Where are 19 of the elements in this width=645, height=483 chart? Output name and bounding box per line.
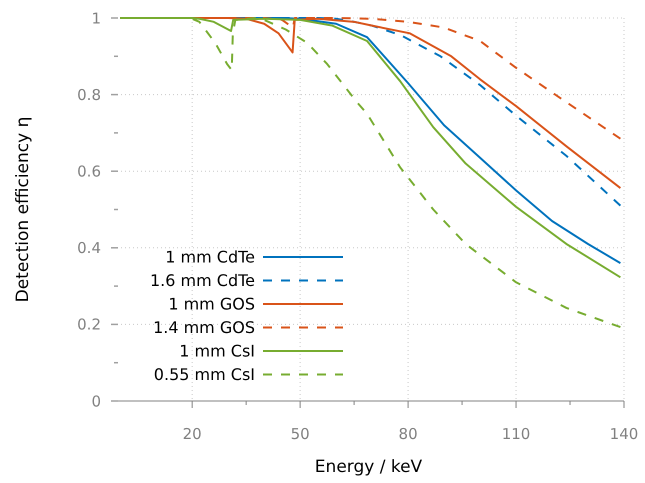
legend-label: 1 mm CsI [179,342,255,361]
x-tick-label: 80 [398,425,418,443]
x-tick-label: 110 [502,425,530,443]
y-tick-label: 1 [91,9,101,28]
y-tick-label: 0.4 [77,239,101,258]
y-axis-title: Detection efficiency η [13,116,33,302]
y-tick-label: 0.8 [77,86,101,104]
x-tick-label: 140 [610,425,638,443]
y-tick-label: 0.6 [77,162,101,180]
legend-label: 1.6 mm CdTe [150,271,255,290]
x-tick-label: 50 [290,425,310,443]
legend-label: 0.55 mm CsI [154,365,255,384]
legend-label: 1 mm GOS [168,294,255,314]
x-axis-title: Energy / keV [314,457,423,477]
legend-label: 1.4 mm GOS [153,318,255,338]
x-tick-label: 20 [182,425,202,443]
y-tick-label: 0.2 [77,316,101,334]
legend-label: 1 mm CdTe [165,248,255,267]
y-tick-label: 0 [91,392,101,410]
